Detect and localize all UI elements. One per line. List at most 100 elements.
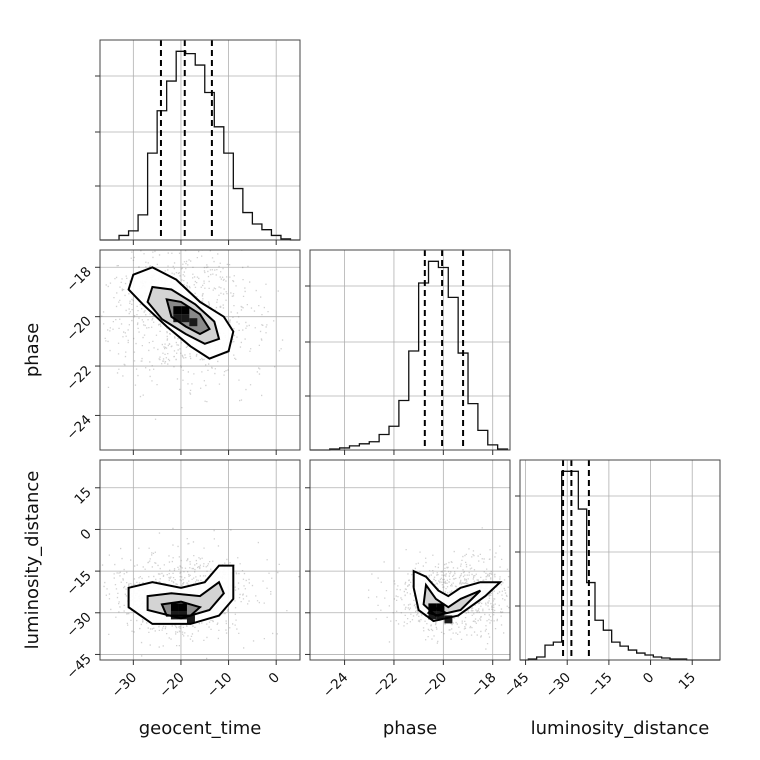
histogram-bar xyxy=(399,401,409,450)
y-axis-label-luminosity_distance: luminosity_distance xyxy=(22,471,43,650)
x-tick-label: 0 xyxy=(640,670,657,687)
y-axis-label-phase: phase xyxy=(22,323,43,377)
histogram-bar xyxy=(637,653,645,660)
histogram-bar xyxy=(262,230,272,240)
hist-grid xyxy=(520,495,720,607)
density-geocent_time-phase xyxy=(101,250,284,420)
contour-line-2 xyxy=(146,580,225,620)
panel-grid xyxy=(525,460,693,660)
histogram-bar xyxy=(359,444,369,450)
x-tick-label: −15 xyxy=(584,670,615,701)
x-tick-label: −45 xyxy=(501,670,532,701)
density-core-cell xyxy=(428,611,437,620)
histogram-bar xyxy=(224,153,234,240)
density-core-cell xyxy=(173,314,182,323)
histogram-bar xyxy=(271,235,281,240)
panel-grid xyxy=(132,40,277,240)
histogram-luminosity_distance xyxy=(520,470,720,661)
histogram-bar xyxy=(478,430,488,450)
contour-line-1 xyxy=(412,569,503,623)
histogram-bar xyxy=(119,235,129,240)
panel-frame-geocent_time-phase xyxy=(99,249,301,451)
histogram-bar xyxy=(612,642,620,660)
histogram-bar xyxy=(488,445,498,450)
y-tick-label: −24 xyxy=(63,412,94,443)
density-core-cell xyxy=(170,603,179,612)
histogram-geocent_time xyxy=(100,50,300,241)
panel-frame-phase-luminosity_distance xyxy=(309,459,511,661)
histogram-bar xyxy=(409,351,419,450)
histogram-bar xyxy=(148,153,158,240)
x-tick-label: −30 xyxy=(109,670,140,701)
x-axis-label-phase: phase xyxy=(383,718,437,739)
contour-line-2 xyxy=(146,285,221,345)
density-core-cell xyxy=(436,603,445,612)
histogram-bar xyxy=(429,261,439,450)
histogram-bar xyxy=(214,127,224,240)
contour-line-2 xyxy=(422,582,482,617)
density-core-cell xyxy=(181,306,190,315)
histogram-bar xyxy=(603,630,611,660)
histogram-bar xyxy=(129,231,139,240)
contour-line-3 xyxy=(426,605,449,617)
x-tick-label: −18 xyxy=(468,670,499,701)
histogram-bar xyxy=(595,620,603,660)
density-phase-luminosity_distance xyxy=(367,527,510,650)
histogram-bar xyxy=(545,645,553,660)
x-tick-label: −30 xyxy=(543,670,574,701)
histogram-bar xyxy=(389,426,399,450)
histogram-bar xyxy=(252,224,262,240)
panel-frame-geocent_time xyxy=(99,39,301,241)
histogram-bar xyxy=(645,655,653,660)
histogram-bar xyxy=(419,283,429,450)
x-tick-label: −20 xyxy=(419,670,450,701)
histogram-bar xyxy=(448,297,458,450)
x-tick-label: −20 xyxy=(156,670,187,701)
density-core-cell xyxy=(444,615,453,624)
density-core-cell xyxy=(181,314,190,323)
histogram-bar xyxy=(438,268,448,450)
y-tick-label: 0 xyxy=(77,526,94,543)
density-core-cell xyxy=(189,318,198,327)
panel-grid xyxy=(310,460,510,660)
histogram-bar xyxy=(578,509,586,660)
density-geocent_time-luminosity_distance xyxy=(101,527,300,660)
histogram-bar xyxy=(379,435,389,450)
x-tick-label: −24 xyxy=(320,670,351,701)
histogram-bar xyxy=(138,215,148,240)
y-tick-label: −15 xyxy=(63,568,94,599)
panel-grid xyxy=(100,460,300,660)
density-core-cell xyxy=(173,306,182,315)
x-axis-label-geocent_time: geocent_time xyxy=(139,718,262,739)
histogram-bar xyxy=(468,404,478,450)
y-tick-label: −22 xyxy=(63,363,94,394)
x-tick-label: −22 xyxy=(369,670,400,701)
x-axis-label-luminosity_distance: luminosity_distance xyxy=(531,718,710,739)
contour-line-3 xyxy=(160,600,203,617)
x-tick-label: −10 xyxy=(204,670,235,701)
contour-line-3 xyxy=(165,298,211,336)
histogram-bar xyxy=(167,81,177,240)
density-core-cell xyxy=(178,603,187,612)
histogram-bar xyxy=(233,189,243,240)
panel-frame-geocent_time-luminosity_distance xyxy=(99,459,301,661)
scatter-points xyxy=(367,527,510,650)
histogram-bar xyxy=(186,54,196,240)
histogram-bar xyxy=(628,650,636,660)
contour-line-1 xyxy=(127,266,235,360)
y-tick-label: −20 xyxy=(63,313,94,344)
histogram-bar xyxy=(620,646,628,660)
y-tick-label: −45 xyxy=(63,651,94,682)
histogram-bar xyxy=(195,65,205,240)
y-tick-label: −18 xyxy=(63,264,94,295)
hist-grid xyxy=(100,75,300,187)
histogram-bar xyxy=(243,213,253,240)
y-tick-label: 15 xyxy=(71,484,94,507)
x-tick-label: 15 xyxy=(676,670,699,693)
contour-line-1 xyxy=(127,564,235,625)
density-core-cell xyxy=(186,615,195,624)
panel-frame-phase xyxy=(309,249,511,451)
panel-grid xyxy=(344,250,494,450)
histogram-bar xyxy=(553,642,561,660)
